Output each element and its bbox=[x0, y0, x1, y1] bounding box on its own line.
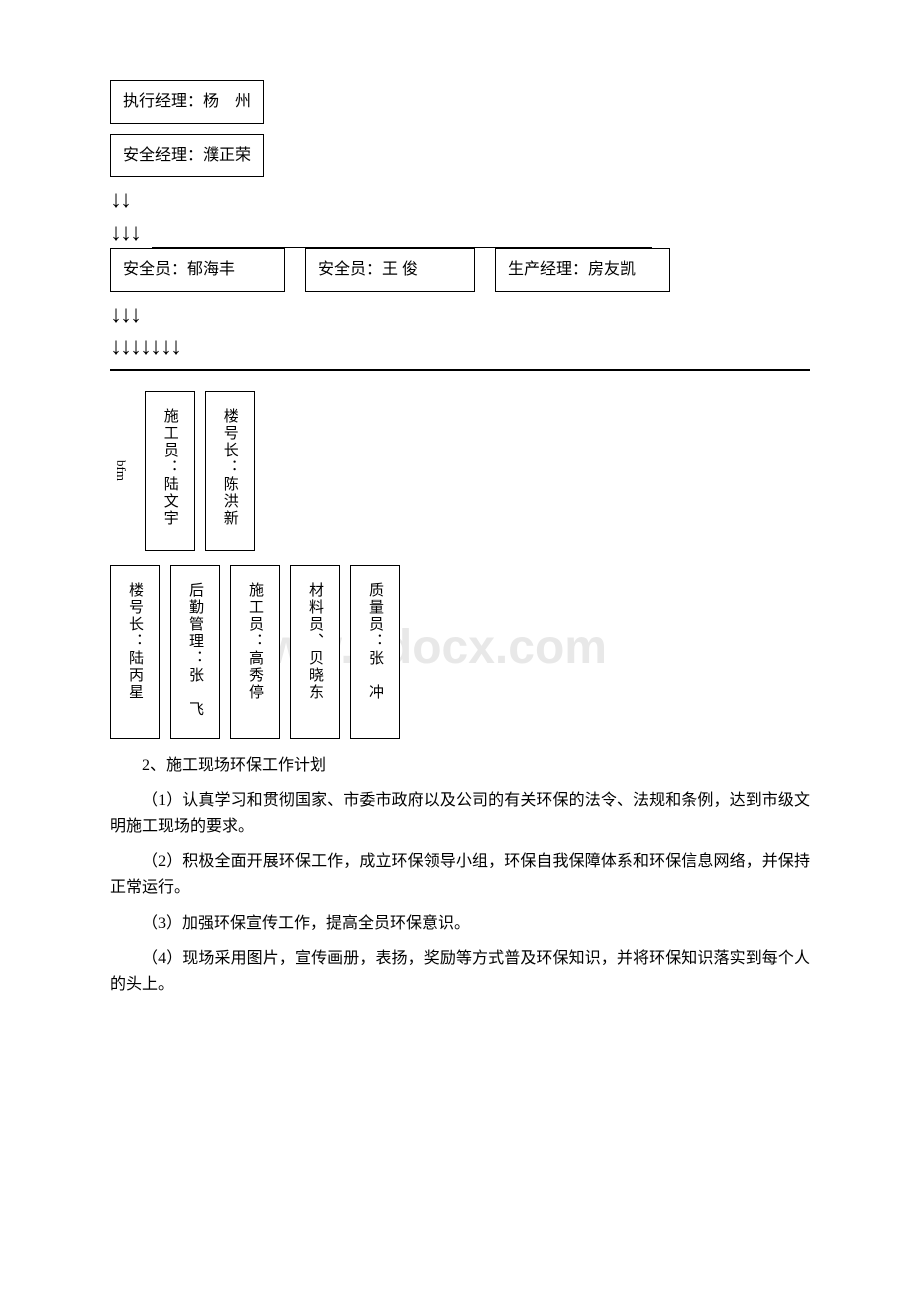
exec-manager-box: 执行经理：杨 州 bbox=[110, 80, 264, 124]
paragraph-1: （1）认真学习和贯彻国家、市委市政府以及公司的有关环保的法令、法规和条例，达到市… bbox=[110, 788, 810, 839]
construction-2-label: 施工员：高秀停 bbox=[243, 582, 267, 701]
paragraph-4: （4）现场采用图片，宣传画册，表扬，奖励等方式普及环保知识，并将环保知识落实到每… bbox=[110, 946, 810, 997]
arrows-icon: ↓↓↓ bbox=[110, 302, 810, 328]
arrows-icon: ↓↓↓ bbox=[110, 220, 140, 246]
logistics-box: 后勤管理：张 飞 bbox=[170, 565, 220, 739]
building-leader-1-box: 楼号长：陈洪新 bbox=[205, 391, 255, 551]
building-leader-1-label: 楼号长：陈洪新 bbox=[218, 408, 242, 527]
construction-1-label: 施工员：陆文宇 bbox=[158, 408, 182, 527]
production-manager-box: 生产经理：房友凯 bbox=[495, 248, 670, 292]
safety-manager-box: 安全经理：濮正荣 bbox=[110, 134, 264, 178]
safety-officer-1-box: 安全员：郁海丰 bbox=[110, 248, 285, 292]
section-title: 2、施工现场环保工作计划 bbox=[142, 753, 810, 779]
logistics-label: 后勤管理：张 飞 bbox=[183, 582, 207, 718]
building-leader-2-label: 楼号长：陆丙星 bbox=[123, 582, 147, 701]
paragraph-3: （3）加强环保宣传工作，提高全员环保意识。 bbox=[110, 911, 810, 937]
material-box: 材料员、贝晓东 bbox=[290, 565, 340, 739]
bfm-label: bfm bbox=[110, 460, 131, 481]
building-leader-2-box: 楼号长：陆丙星 bbox=[110, 565, 160, 739]
quality-label: 质量员：张 冲 bbox=[363, 582, 387, 701]
arrows-icon: ↓↓ bbox=[110, 187, 810, 213]
construction-1-box: 施工员：陆文宇 bbox=[145, 391, 195, 551]
arrows-icon: ↓↓↓↓↓↓↓ bbox=[110, 334, 810, 360]
material-label: 材料员、贝晓东 bbox=[303, 582, 327, 701]
paragraph-2: （2）积极全面开展环保工作，成立环保领导小组，环保自我保障体系和环保信息网络，并… bbox=[110, 849, 810, 900]
safety-officer-2-box: 安全员：王 俊 bbox=[305, 248, 475, 292]
divider-line bbox=[110, 369, 810, 371]
quality-box: 质量员：张 冲 bbox=[350, 565, 400, 739]
construction-2-box: 施工员：高秀停 bbox=[230, 565, 280, 739]
